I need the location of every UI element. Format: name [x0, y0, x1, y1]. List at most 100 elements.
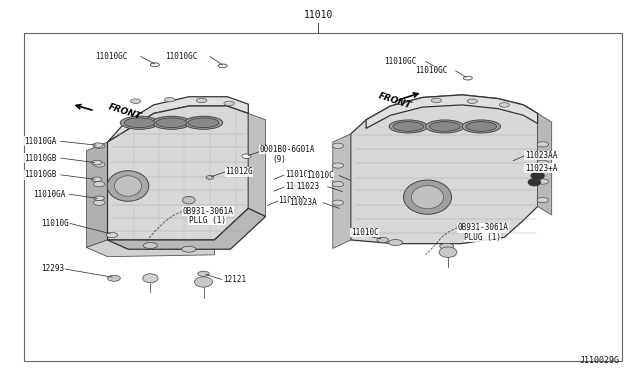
Text: 11010C: 11010C [285, 170, 312, 179]
Text: 11010GC: 11010GC [415, 66, 447, 75]
Ellipse shape [395, 100, 405, 105]
Ellipse shape [196, 98, 207, 103]
Ellipse shape [332, 163, 344, 168]
Ellipse shape [93, 143, 105, 148]
Ellipse shape [466, 122, 497, 131]
Text: PLUG (1): PLUG (1) [464, 233, 501, 242]
Polygon shape [333, 134, 351, 248]
Ellipse shape [131, 99, 141, 103]
Circle shape [439, 247, 457, 257]
Text: 11023+A: 11023+A [525, 164, 557, 173]
Ellipse shape [393, 122, 424, 131]
Ellipse shape [440, 243, 454, 249]
Circle shape [182, 196, 195, 204]
Ellipse shape [124, 118, 155, 128]
Ellipse shape [115, 176, 141, 196]
Polygon shape [366, 95, 538, 128]
Polygon shape [351, 95, 538, 244]
Circle shape [528, 179, 541, 186]
Ellipse shape [404, 180, 452, 214]
Circle shape [531, 172, 544, 179]
Ellipse shape [164, 97, 175, 102]
Ellipse shape [120, 116, 159, 129]
Text: 11010GA: 11010GA [33, 190, 66, 199]
Text: 11010GC: 11010GC [165, 52, 198, 61]
Text: (9): (9) [272, 155, 286, 164]
Ellipse shape [93, 182, 105, 187]
Ellipse shape [467, 99, 477, 103]
Text: 11023: 11023 [296, 182, 319, 191]
Ellipse shape [537, 198, 548, 203]
Ellipse shape [377, 237, 388, 243]
Ellipse shape [499, 103, 509, 107]
Polygon shape [538, 113, 552, 215]
Text: 0001B0-6G01A: 0001B0-6G01A [259, 145, 315, 154]
Circle shape [195, 277, 212, 287]
Text: 11010C: 11010C [351, 228, 378, 237]
Polygon shape [108, 106, 248, 240]
Ellipse shape [436, 68, 445, 71]
Ellipse shape [93, 143, 103, 147]
Ellipse shape [242, 154, 251, 158]
Ellipse shape [332, 200, 344, 205]
Ellipse shape [198, 271, 209, 276]
Text: 0B931-3061A: 0B931-3061A [458, 223, 508, 232]
Ellipse shape [537, 142, 548, 147]
Ellipse shape [184, 116, 223, 129]
Polygon shape [86, 240, 214, 257]
Ellipse shape [188, 118, 219, 128]
Polygon shape [108, 208, 266, 249]
Ellipse shape [152, 116, 191, 129]
Text: 11023AA: 11023AA [525, 151, 557, 160]
Text: FRONT: FRONT [108, 102, 143, 121]
Polygon shape [248, 113, 266, 217]
Ellipse shape [426, 120, 464, 133]
Text: 11010GC: 11010GC [384, 57, 417, 66]
Ellipse shape [108, 275, 120, 281]
Ellipse shape [412, 186, 444, 209]
Ellipse shape [206, 176, 214, 179]
Ellipse shape [224, 101, 234, 106]
Text: 11010C: 11010C [306, 171, 333, 180]
Text: J110029G: J110029G [580, 356, 620, 365]
Text: FRONT: FRONT [378, 92, 413, 111]
Ellipse shape [92, 177, 102, 182]
Ellipse shape [388, 240, 403, 246]
Text: 11010GC: 11010GC [95, 52, 127, 61]
Ellipse shape [156, 118, 187, 128]
Ellipse shape [463, 76, 472, 80]
Ellipse shape [389, 120, 428, 133]
Bar [24, 33, 622, 361]
Polygon shape [108, 97, 248, 142]
Ellipse shape [182, 246, 196, 252]
Text: 11012G: 11012G [225, 167, 253, 176]
Ellipse shape [431, 98, 442, 103]
Text: 11010GA: 11010GA [24, 137, 57, 146]
Text: 11023A: 11023A [278, 196, 306, 205]
Ellipse shape [429, 122, 460, 131]
Text: 11010GB: 11010GB [24, 170, 57, 179]
Ellipse shape [537, 160, 548, 166]
Ellipse shape [92, 160, 102, 165]
Ellipse shape [93, 200, 105, 205]
Ellipse shape [462, 120, 500, 133]
Ellipse shape [537, 179, 548, 184]
Ellipse shape [332, 143, 344, 148]
Text: 11023: 11023 [285, 182, 308, 191]
Ellipse shape [93, 162, 105, 167]
Ellipse shape [94, 196, 104, 201]
Text: 0B931-3061A: 0B931-3061A [182, 207, 233, 216]
Ellipse shape [143, 243, 157, 248]
Ellipse shape [107, 171, 149, 201]
Ellipse shape [332, 182, 344, 187]
Text: 11010: 11010 [303, 10, 333, 20]
Ellipse shape [218, 64, 227, 68]
Text: PLLG (1): PLLG (1) [189, 216, 226, 225]
Text: 11010GB: 11010GB [24, 154, 57, 163]
Circle shape [143, 274, 158, 283]
Text: 12293: 12293 [42, 264, 65, 273]
Ellipse shape [106, 232, 118, 238]
Polygon shape [86, 142, 108, 247]
Text: 11023A: 11023A [289, 198, 317, 207]
Ellipse shape [150, 63, 159, 67]
